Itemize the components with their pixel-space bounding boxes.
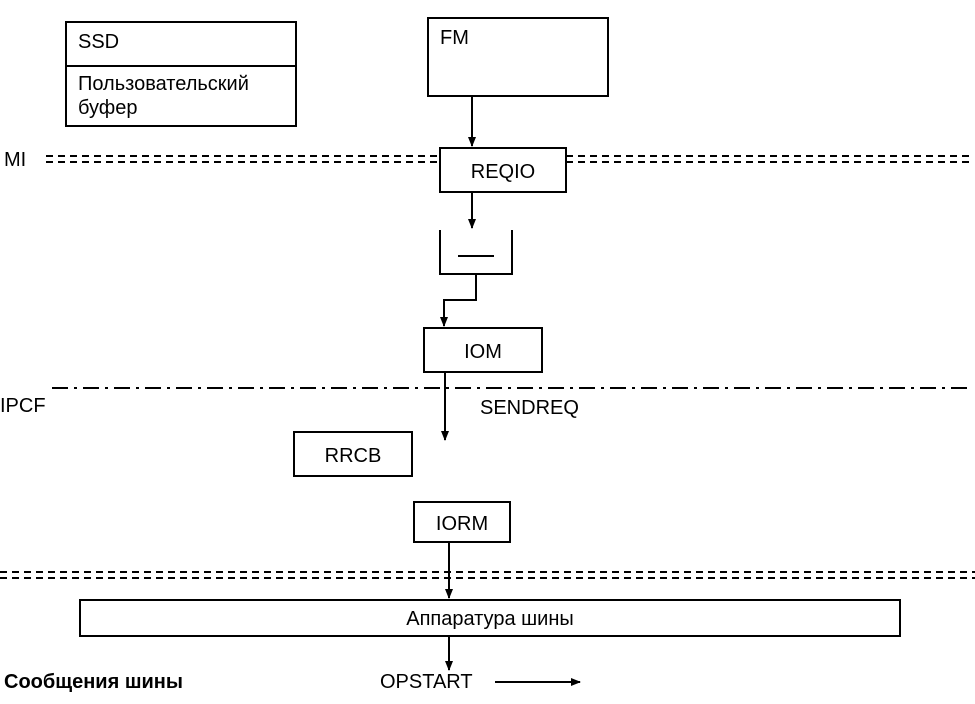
reqio-box: REQIO: [440, 148, 566, 192]
rrcb-label: RRCB: [325, 445, 382, 467]
iom-label: IOM: [464, 341, 502, 363]
userbuf-label-line1: Пользовательский: [78, 73, 249, 95]
fm-box: FM: [428, 18, 608, 96]
ssd-label: SSD: [78, 31, 119, 53]
sendreq-label: SENDREQ: [480, 397, 579, 419]
arrow-queue-iom: [444, 274, 476, 326]
bus-hw-box: Аппаратура шины: [80, 600, 900, 636]
iom-box: IOM: [424, 328, 542, 372]
fm-label: FM: [440, 27, 469, 49]
ssd-box: SSD: [66, 22, 296, 66]
mi-label: MI: [4, 149, 26, 171]
userbuf-label-line2: буфер: [78, 97, 138, 119]
rrcb-box: RRCB: [294, 432, 412, 476]
io-flow-diagram: SSD Пользовательский буфер FM MI REQIO I…: [0, 0, 975, 704]
bottom-line: [0, 572, 975, 578]
iorm-box: IORM: [414, 502, 510, 542]
ipcf-line: IPCF SENDREQ: [0, 388, 972, 419]
iorm-label: IORM: [436, 513, 488, 535]
ipcf-label: IPCF: [0, 395, 46, 417]
reqio-label: REQIO: [471, 161, 535, 183]
opstart-label: OPSTART: [380, 671, 473, 693]
bus-messages-label: Сообщения шины: [4, 671, 183, 693]
userbuf-box: Пользовательский буфер: [66, 66, 296, 126]
bus-hw-label: Аппаратура шины: [406, 608, 574, 630]
queue-symbol: [440, 230, 512, 274]
